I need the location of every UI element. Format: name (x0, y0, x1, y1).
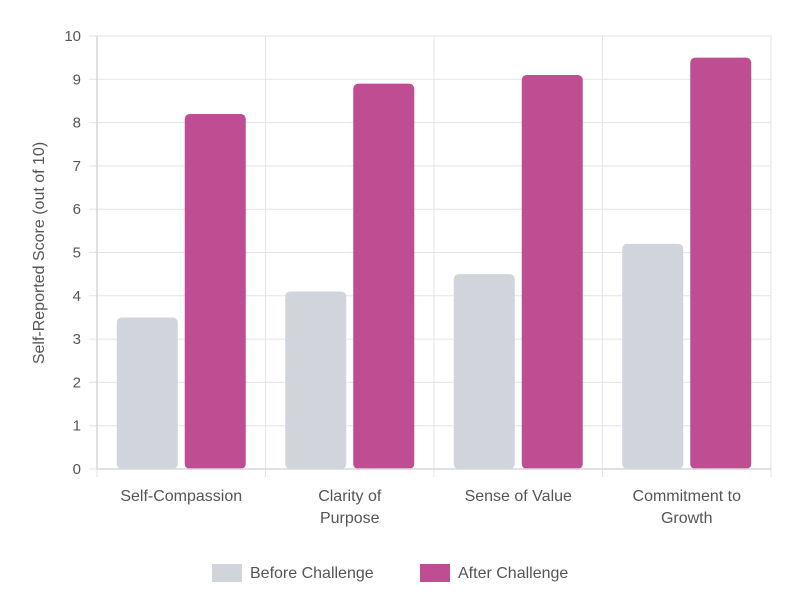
x-category-label: Commitment to (633, 488, 742, 505)
x-category-labels: Self-Compassion Clarity of Purpose Sense of… (120, 488, 741, 527)
bars-group (116, 57, 752, 470)
x-category-label: Purpose (320, 510, 380, 527)
bar-before (622, 243, 684, 469)
axes (96, 36, 771, 470)
y-tick-label: 7 (73, 158, 81, 175)
legend-label-after: After Challenge (458, 565, 568, 582)
x-category-label: Sense of Value (465, 488, 572, 505)
bar-after (690, 57, 752, 470)
bar-before (116, 317, 178, 469)
y-tick-label: 4 (73, 288, 81, 305)
y-tick-label: 2 (73, 374, 81, 391)
legend-swatch-after (420, 564, 450, 582)
bar-after (184, 113, 246, 469)
x-category-label: Growth (661, 510, 713, 527)
legend-label-before: Before Challenge (250, 565, 374, 582)
bar-after (521, 74, 583, 469)
y-tick-label: 3 (73, 331, 81, 348)
y-tick-label: 5 (73, 245, 81, 262)
y-tick-label: 10 (64, 28, 81, 45)
y-tick-label: 9 (73, 71, 81, 88)
y-tick-label: 0 (73, 461, 81, 478)
y-tick-label: 6 (73, 201, 81, 218)
y-axis-label: Self-Reported Score (out of 10) (31, 142, 48, 364)
bar-before (453, 274, 515, 469)
bar-before (285, 291, 347, 469)
y-tick-label: 1 (73, 418, 81, 435)
x-category-label: Clarity of (318, 488, 382, 505)
legend: Before Challenge After Challenge (212, 564, 568, 582)
y-tick-label: 8 (73, 115, 81, 132)
y-tick-labels: 0 1 2 3 4 5 6 7 8 9 10 (64, 28, 81, 478)
x-category-label: Self-Compassion (120, 488, 242, 505)
legend-swatch-before (212, 564, 242, 582)
bar-after (353, 83, 415, 469)
